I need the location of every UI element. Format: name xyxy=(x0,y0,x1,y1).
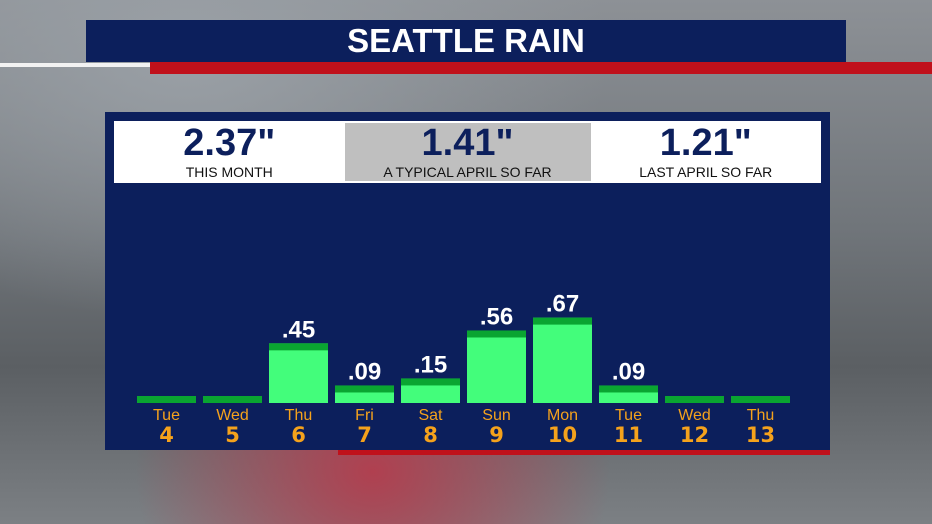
bar-cap xyxy=(401,378,460,386)
bar-chart: Tue4Wed5.45Thu6.09Fri7.15Sat8.56Sun9.67M… xyxy=(137,291,790,447)
bar xyxy=(269,343,328,403)
day-label: Wed xyxy=(216,407,249,424)
date-label: 12 xyxy=(680,423,709,447)
bar-cap xyxy=(137,396,196,403)
day-label: Thu xyxy=(285,407,313,424)
date-label: 8 xyxy=(423,423,438,447)
red-line xyxy=(338,450,830,455)
value-label: .15 xyxy=(414,351,447,378)
stat-typical: 1.41" A TYPICAL APRIL SO FAR xyxy=(344,121,591,181)
stat-last-april: 1.21" LAST APRIL SO FAR xyxy=(591,121,822,183)
bar xyxy=(533,317,592,403)
day-label: Tue xyxy=(153,407,180,424)
bar-cap xyxy=(731,396,790,403)
stat-value: 1.41" xyxy=(421,121,514,164)
chart-panel: 2.37" THIS MONTH 1.41" A TYPICAL APRIL SO … xyxy=(105,112,830,450)
bar-cap xyxy=(203,396,262,403)
day-label: Sat xyxy=(418,407,443,424)
stat-value: 2.37" xyxy=(183,121,276,164)
bar xyxy=(467,330,526,403)
red-bar xyxy=(150,62,932,74)
value-label: .67 xyxy=(546,291,579,318)
date-label: 11 xyxy=(614,423,643,447)
day-label: Tue xyxy=(615,407,642,424)
day-label: Sun xyxy=(482,407,510,424)
bar-cap xyxy=(335,385,394,393)
page-title: SEATTLE RAIN xyxy=(347,22,585,59)
day-label: Fri xyxy=(355,407,374,424)
day-label: Wed xyxy=(678,407,711,424)
value-label: .45 xyxy=(282,316,315,343)
value-label: .09 xyxy=(348,358,381,385)
date-label: 7 xyxy=(357,423,372,447)
day-label: Thu xyxy=(747,407,775,424)
stat-label: A TYPICAL APRIL SO FAR xyxy=(383,163,552,180)
stats-box: 2.37" THIS MONTH 1.41" A TYPICAL APRIL SO … xyxy=(114,121,821,183)
date-label: 13 xyxy=(746,423,775,447)
date-label: 5 xyxy=(225,423,240,447)
stat-value: 1.21" xyxy=(659,121,752,164)
value-label: .09 xyxy=(612,358,645,385)
title-bar: SEATTLE RAIN xyxy=(86,20,846,62)
stat-label: LAST APRIL SO FAR xyxy=(639,163,773,180)
stat-this-month: 2.37" THIS MONTH xyxy=(114,121,345,183)
bar-cap xyxy=(599,385,658,393)
day-label: Mon xyxy=(547,407,578,424)
date-label: 10 xyxy=(548,423,577,447)
date-label: 4 xyxy=(159,423,174,447)
value-label: .56 xyxy=(480,303,513,330)
date-label: 6 xyxy=(291,423,306,447)
bar-cap xyxy=(665,396,724,403)
stat-label: THIS MONTH xyxy=(185,163,273,180)
bar-cap xyxy=(533,317,592,325)
bar-cap xyxy=(269,343,328,351)
bar-cap xyxy=(467,330,526,338)
date-label: 9 xyxy=(489,423,504,447)
divider xyxy=(0,63,150,67)
